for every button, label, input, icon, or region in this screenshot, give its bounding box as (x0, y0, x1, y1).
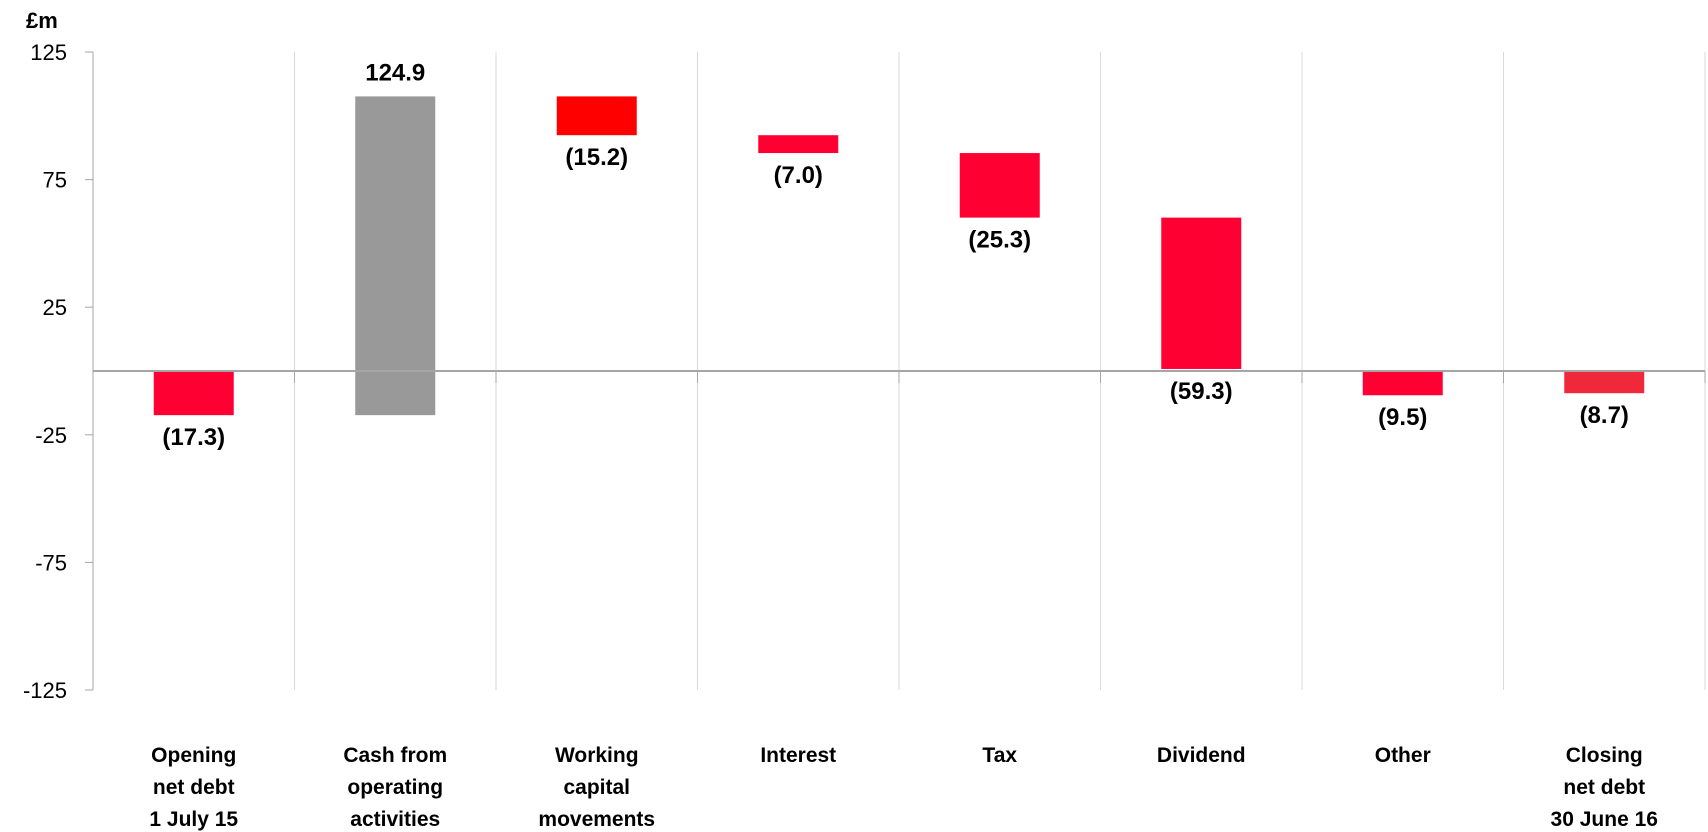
bar (556, 96, 637, 136)
data-label: (9.5) (1378, 404, 1427, 431)
y-tick-label: 25 (43, 295, 67, 320)
category-label: Interest (760, 744, 836, 767)
bar (1161, 217, 1242, 369)
y-tick-label: -75 (35, 550, 67, 575)
bar (758, 135, 839, 154)
category-label: Dividend (1157, 744, 1246, 767)
category-label-line: Working (555, 744, 639, 767)
category-label-line: operating (347, 776, 443, 799)
y-tick-label: 125 (30, 40, 67, 65)
data-label: (25.3) (968, 227, 1031, 254)
category-label-line: Opening (151, 744, 236, 767)
category-label: Closing net debt 30 June 16 (1551, 744, 1658, 831)
data-label: 124.9 (365, 59, 425, 86)
category-label-line: 30 June 16 (1551, 808, 1658, 831)
bar (355, 96, 436, 416)
category-label: Cash from operating activities (343, 744, 447, 831)
category-label: Working capital movements (538, 744, 655, 831)
y-axis: 125 75 25 -25 -75 -125 (23, 40, 94, 703)
category-label-line: Tax (982, 744, 1017, 767)
category-label-line: capital (563, 776, 630, 799)
y-unit-label: £m (26, 8, 58, 33)
category-label: Other (1375, 744, 1431, 767)
y-tick-label: -25 (35, 423, 67, 448)
bar (153, 371, 234, 416)
category-label: Tax (982, 744, 1017, 767)
data-label: (59.3) (1170, 378, 1233, 405)
data-label: (8.7) (1580, 402, 1629, 429)
category-label-line: Cash from (343, 744, 447, 767)
category-label-line: Interest (760, 744, 836, 767)
category-label: Opening net debt 1 July 15 (149, 744, 238, 831)
category-label-line: Dividend (1157, 744, 1246, 767)
bar (1362, 371, 1443, 396)
category-label-line: 1 July 15 (149, 808, 238, 831)
data-label: (17.3) (162, 424, 225, 451)
category-label-line: Closing (1566, 744, 1643, 767)
category-label-line: net debt (153, 776, 235, 799)
bar (959, 153, 1040, 218)
y-tick-label: -125 (23, 678, 67, 703)
category-label-line: movements (538, 808, 655, 831)
x-axis-labels: Opening net debt 1 July 15 Cash from operati… (149, 744, 1658, 831)
data-label: (7.0) (774, 162, 823, 189)
category-label-line: net debt (1563, 776, 1645, 799)
bar-series (153, 96, 1645, 416)
y-tick-label: 75 (43, 168, 67, 193)
data-labels: (17.3) 124.9 (15.2) (7.0) (25.3) (59.3) (9.5) (… (162, 59, 1629, 451)
data-label: (15.2) (565, 144, 628, 171)
category-label-line: Other (1375, 744, 1431, 767)
bar (1564, 371, 1645, 394)
category-label-line: activities (350, 808, 440, 831)
